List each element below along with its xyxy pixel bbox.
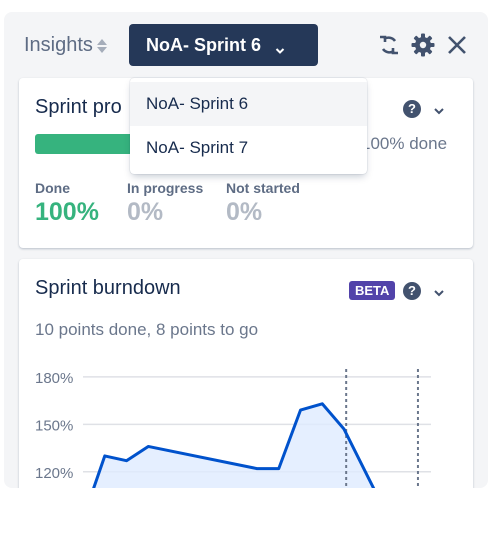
y-tick-label: 150%	[35, 417, 73, 434]
stat-not-started: Not started 0%	[226, 180, 300, 227]
stat-done: Done 100%	[35, 180, 99, 227]
chevron-down-icon	[275, 40, 285, 54]
card-title: Sprint burndown	[35, 277, 181, 299]
header-actions	[376, 32, 470, 58]
stat-value: 0%	[127, 198, 164, 226]
sort-icon[interactable]	[96, 36, 107, 56]
sprint-burndown-card: Sprint burndown BETA ? 10 points done, 8…	[19, 259, 473, 488]
burndown-summary: 10 points done, 8 points to go	[35, 320, 259, 339]
card-title: Sprint pro	[35, 96, 122, 118]
percent-done: 100% done	[361, 134, 448, 153]
help-icon[interactable]: ?	[403, 282, 421, 300]
insights-title: Insights	[24, 34, 107, 57]
sprint-dropdown-menu: NoA- Sprint 6 NoA- Sprint 7	[130, 78, 367, 174]
y-tick-label: 180%	[35, 370, 73, 387]
gear-icon[interactable]	[410, 32, 436, 58]
close-icon[interactable]	[444, 32, 470, 58]
stat-value: 100%	[35, 198, 99, 226]
stat-label: Not started	[226, 180, 300, 196]
sprint-select-label: NoA- Sprint 6	[146, 34, 261, 55]
help-icon[interactable]: ?	[403, 100, 421, 118]
stat-in-progress: In progress 0%	[127, 180, 203, 227]
dropdown-item[interactable]: NoA- Sprint 6	[130, 82, 367, 126]
dropdown-item[interactable]: NoA- Sprint 7	[146, 138, 249, 157]
beta-badge: BETA	[349, 281, 396, 300]
stat-label: Done	[35, 180, 70, 196]
series-area	[93, 403, 374, 488]
panel-header: Insights NoA- Sprint 6	[4, 12, 488, 74]
sprint-select[interactable]: NoA- Sprint 6	[129, 24, 318, 66]
stat-label: In progress	[127, 180, 204, 196]
chevron-down-icon[interactable]	[433, 104, 445, 116]
stat-value: 0%	[226, 198, 263, 226]
refresh-icon[interactable]	[376, 32, 402, 58]
remaining-series-line	[92, 402, 376, 488]
chevron-down-icon[interactable]	[433, 286, 445, 298]
insights-label: Insights	[24, 34, 93, 56]
burndown-chart: 180%150%120%90%	[35, 369, 431, 488]
y-tick-label: 120%	[35, 465, 73, 482]
